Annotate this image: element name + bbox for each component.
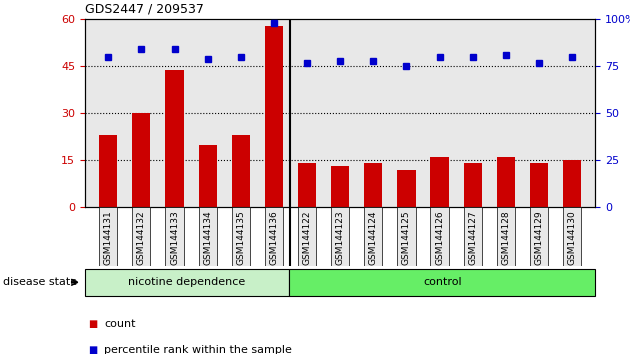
Bar [331,166,349,207]
Bar [497,157,515,207]
Text: GSM144135: GSM144135 [236,210,245,265]
Bar [166,69,183,207]
Text: percentile rank within the sample: percentile rank within the sample [104,346,292,354]
Bar [530,163,548,207]
Text: control: control [423,277,462,287]
Bar [265,207,283,266]
Bar [430,157,449,207]
Bar [464,163,482,207]
Bar [563,160,581,207]
Bar [265,26,283,207]
Text: disease state: disease state [3,277,77,287]
Text: ■: ■ [88,319,98,329]
Text: GSM144131: GSM144131 [104,210,113,265]
Text: GSM144126: GSM144126 [435,210,444,265]
Bar [232,207,250,266]
Bar [232,135,250,207]
Text: GSM144134: GSM144134 [203,210,212,265]
Bar [464,207,482,266]
Bar [99,207,117,266]
Bar [398,207,416,266]
Bar [298,163,316,207]
Text: GSM144123: GSM144123 [336,210,345,265]
Text: GSM144125: GSM144125 [402,210,411,265]
Bar [398,170,416,207]
Bar [166,207,183,266]
Text: GSM144130: GSM144130 [568,210,576,265]
Bar [497,207,515,266]
Text: GSM144124: GSM144124 [369,210,378,264]
Bar [530,207,548,266]
Text: count: count [104,319,135,329]
Text: GSM144132: GSM144132 [137,210,146,265]
Bar [430,207,449,266]
Bar [364,207,382,266]
Text: GDS2447 / 209537: GDS2447 / 209537 [85,3,204,16]
Bar [298,207,316,266]
Text: GSM144127: GSM144127 [468,210,478,265]
Bar [331,207,349,266]
Bar [198,207,217,266]
Text: GSM144122: GSM144122 [302,210,312,264]
Bar [132,113,151,207]
Text: GSM144129: GSM144129 [534,210,544,265]
Text: ■: ■ [88,346,98,354]
Bar [132,207,151,266]
Bar [364,163,382,207]
Text: GSM144133: GSM144133 [170,210,179,265]
Text: GSM144136: GSM144136 [270,210,278,265]
Text: GSM144128: GSM144128 [501,210,510,265]
Bar [563,207,581,266]
Text: nicotine dependence: nicotine dependence [129,277,246,287]
Bar [99,135,117,207]
Bar [198,144,217,207]
